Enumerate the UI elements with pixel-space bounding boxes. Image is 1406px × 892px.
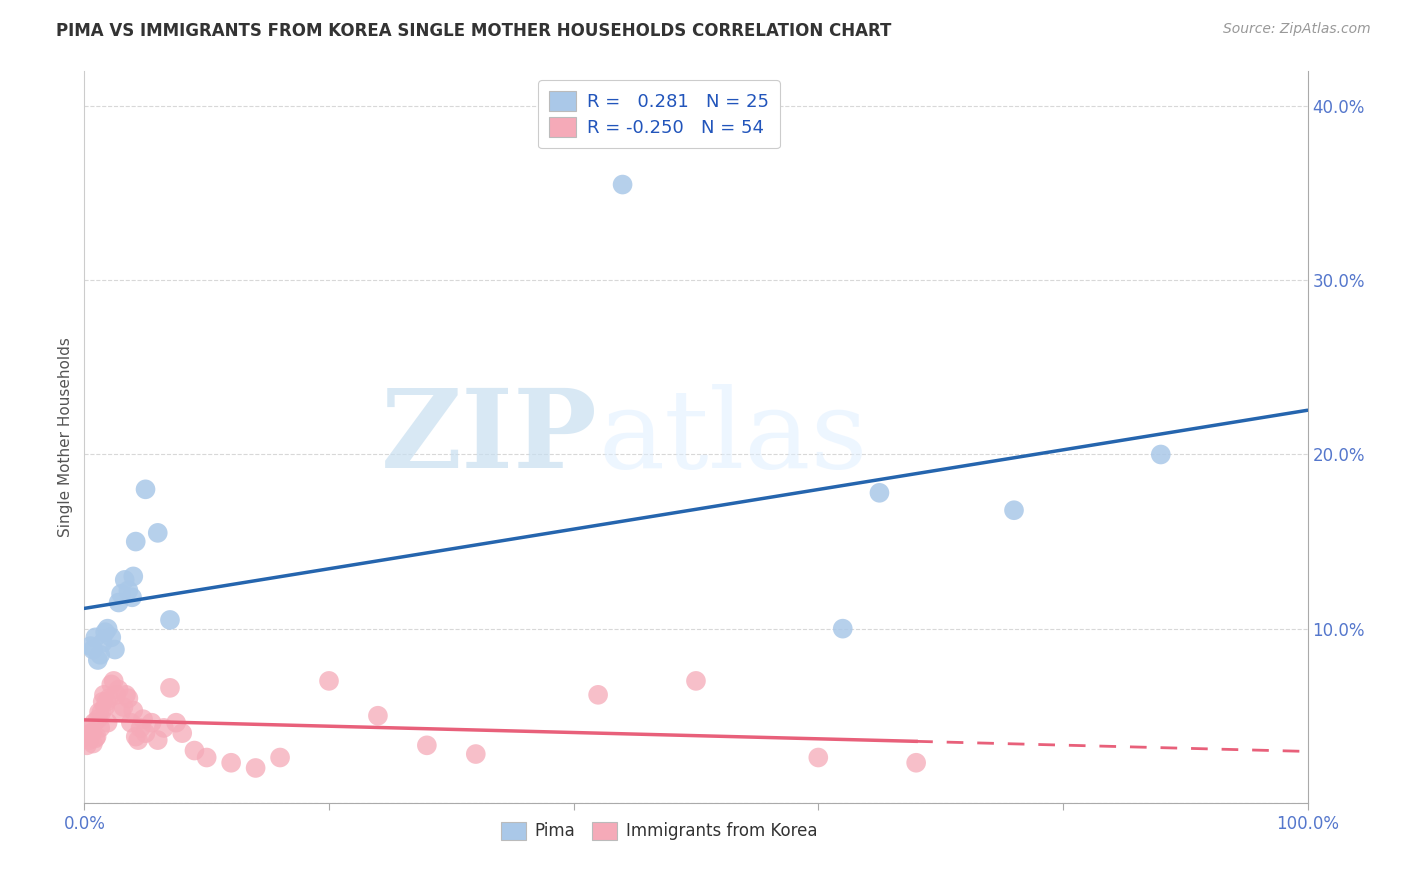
Point <box>165 715 187 730</box>
Point <box>89 648 111 662</box>
Point <box>80 726 103 740</box>
Point <box>132 712 155 726</box>
Point <box>122 569 145 583</box>
Point <box>87 653 110 667</box>
Point <box>195 750 218 764</box>
Point <box>86 730 108 744</box>
Point <box>114 573 136 587</box>
Point <box>141 715 163 730</box>
Point <box>96 695 118 709</box>
Point <box>416 739 439 753</box>
Point <box>464 747 486 761</box>
Point <box>685 673 707 688</box>
Text: PIMA VS IMMIGRANTS FROM KOREA SINGLE MOTHER HOUSEHOLDS CORRELATION CHART: PIMA VS IMMIGRANTS FROM KOREA SINGLE MOT… <box>56 22 891 40</box>
Point <box>115 688 138 702</box>
Point <box>120 715 142 730</box>
Point <box>121 591 143 605</box>
Point <box>219 756 242 770</box>
Point <box>87 705 110 719</box>
Text: atlas: atlas <box>598 384 868 491</box>
Point <box>84 631 107 645</box>
Point <box>117 583 139 598</box>
Point <box>83 715 105 730</box>
Point <box>91 635 114 649</box>
Point <box>586 688 609 702</box>
Point <box>77 733 100 747</box>
Legend: Pima, Immigrants from Korea: Pima, Immigrants from Korea <box>495 815 824 847</box>
Point <box>91 695 114 709</box>
Point <box>122 704 145 718</box>
Point <box>1150 448 1173 462</box>
Point <box>146 733 169 747</box>
Point <box>245 761 267 775</box>
Point <box>84 731 107 746</box>
Point <box>125 534 148 549</box>
Point <box>318 673 340 688</box>
Point <box>159 613 181 627</box>
Point <box>367 708 389 723</box>
Point <box>172 726 194 740</box>
Point <box>807 750 830 764</box>
Point <box>75 730 97 744</box>
Point <box>1002 503 1025 517</box>
Point <box>612 178 634 192</box>
Point <box>94 625 117 640</box>
Point <box>129 721 152 735</box>
Point <box>89 721 111 735</box>
Point <box>100 631 122 645</box>
Point <box>831 622 853 636</box>
Point <box>79 726 101 740</box>
Point <box>112 700 135 714</box>
Text: ZIP: ZIP <box>381 384 598 491</box>
Point <box>100 677 122 691</box>
Point <box>93 688 115 702</box>
Point <box>183 743 205 757</box>
Point <box>77 723 100 737</box>
Text: Source: ZipAtlas.com: Source: ZipAtlas.com <box>1223 22 1371 37</box>
Point <box>905 756 928 770</box>
Point <box>107 595 129 609</box>
Point <box>97 622 120 636</box>
Y-axis label: Single Mother Households: Single Mother Households <box>58 337 73 537</box>
Point <box>97 691 120 706</box>
Point <box>104 642 127 657</box>
Point <box>90 705 112 719</box>
Point <box>82 737 104 751</box>
Point <box>159 681 181 695</box>
Point <box>146 525 169 540</box>
Point <box>97 715 120 730</box>
Point <box>117 691 139 706</box>
Point <box>869 485 891 500</box>
Point <box>127 733 149 747</box>
Point <box>110 705 132 719</box>
Point <box>135 483 157 497</box>
Point <box>94 700 117 714</box>
Point <box>103 673 125 688</box>
Point <box>105 688 128 702</box>
Point <box>82 642 104 657</box>
Point <box>135 726 157 740</box>
Point <box>153 721 176 735</box>
Point <box>76 739 98 753</box>
Point <box>107 682 129 697</box>
Point <box>79 639 101 653</box>
Point <box>125 730 148 744</box>
Point <box>110 587 132 601</box>
Point <box>269 750 291 764</box>
Point <box>87 712 110 726</box>
